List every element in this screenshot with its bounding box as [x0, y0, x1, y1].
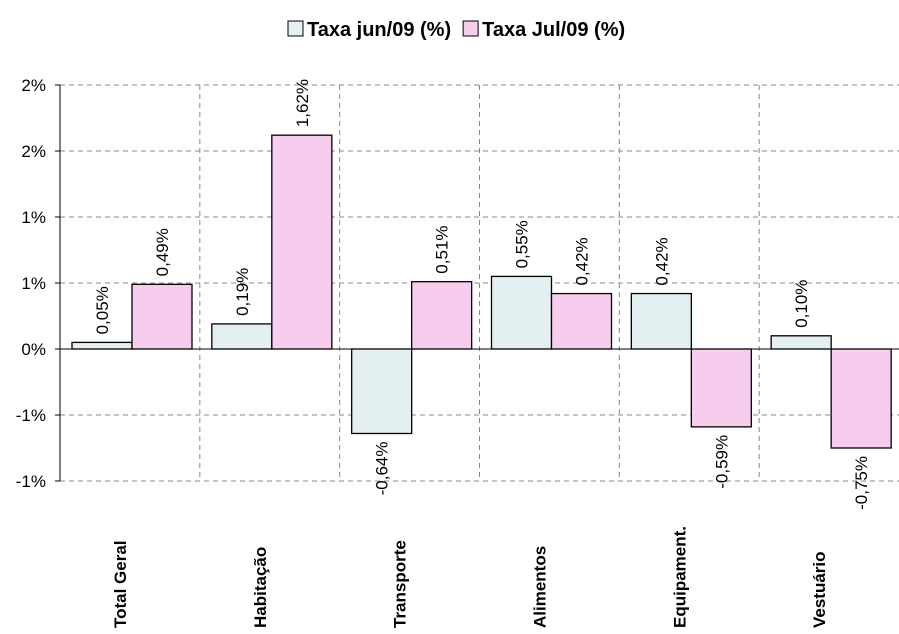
bar [690, 348, 752, 428]
bar [211, 323, 273, 350]
y-tick-label: -1% [16, 472, 46, 491]
y-tick-label: 2% [21, 142, 46, 161]
x-tick-label: Vestuário [810, 551, 829, 628]
data-label: 0,10% [792, 280, 811, 328]
legend-swatch [462, 20, 479, 37]
data-label: 0,42% [573, 237, 592, 285]
y-tick-label: 1% [21, 274, 46, 293]
y-tick-label: 0% [21, 340, 46, 359]
bar [351, 348, 413, 435]
data-label: -0,59% [712, 435, 731, 489]
y-tick-label: 2% [21, 76, 46, 95]
x-tick-label: Total Geral [111, 540, 130, 628]
bar [411, 281, 473, 350]
bar [770, 335, 832, 350]
data-label: 0,42% [652, 237, 671, 285]
y-tick-label: 1% [21, 208, 46, 227]
bar [271, 134, 333, 350]
data-label: 0,19% [233, 268, 252, 316]
legend-label: Taxa jun/09 (%) [307, 19, 451, 41]
data-label: -0,64% [373, 441, 392, 495]
data-label: 0,55% [513, 220, 532, 268]
data-label: 0,49% [153, 228, 172, 276]
bar [830, 348, 892, 449]
bar [131, 283, 193, 350]
bar [630, 292, 692, 350]
y-tick-label: -1% [16, 406, 46, 425]
bar [490, 275, 553, 350]
data-label: 1,62% [293, 79, 312, 127]
x-tick-label: Habitação [251, 547, 270, 628]
bar [71, 341, 133, 350]
data-label: 0,51% [433, 225, 452, 273]
x-tick-label: Alimentos [530, 546, 549, 628]
legend-label: Taxa Jul/09 (%) [482, 19, 625, 41]
data-label: 0,05% [93, 286, 112, 334]
x-tick-label: Equipament. [670, 526, 689, 628]
legend-swatch [287, 20, 304, 37]
data-label: -0,75% [852, 456, 871, 510]
bar [550, 292, 613, 350]
x-tick-label: Transporte [391, 540, 410, 628]
